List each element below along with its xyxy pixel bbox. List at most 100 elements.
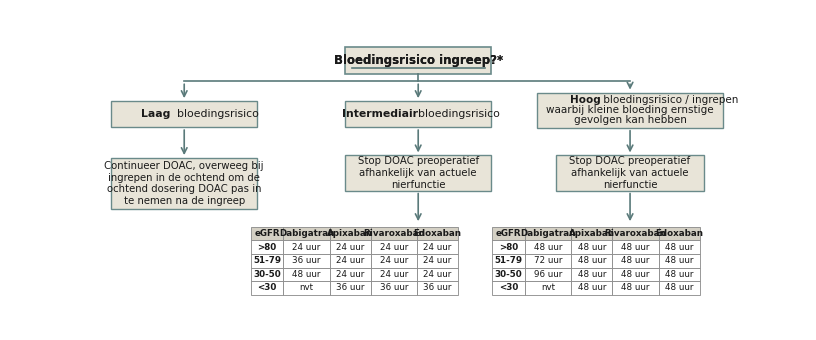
Bar — [612, 240, 659, 254]
Text: waarbij kleine bloeding ernstige: waarbij kleine bloeding ernstige — [546, 105, 714, 115]
Bar — [492, 281, 525, 295]
Text: 24 uur: 24 uur — [336, 256, 365, 265]
Text: 24 uur: 24 uur — [379, 256, 408, 265]
Text: Rivaroxaban: Rivaroxaban — [605, 229, 667, 238]
Text: Edoxaban: Edoxaban — [655, 229, 703, 238]
Bar — [330, 268, 370, 281]
Bar — [417, 281, 458, 295]
Bar — [283, 227, 330, 240]
Bar — [283, 254, 330, 268]
Text: Apixaban: Apixaban — [327, 229, 373, 238]
Bar — [370, 254, 417, 268]
Text: bloedingsrisico: bloedingsrisico — [418, 109, 500, 119]
Text: Stop DOAC preoperatief
afhankelijk van actuele
nierfunctie: Stop DOAC preoperatief afhankelijk van a… — [357, 156, 479, 190]
Text: <30: <30 — [257, 284, 277, 292]
Bar — [417, 254, 458, 268]
Text: bloedingsrisico / ingrepen: bloedingsrisico / ingrepen — [601, 95, 738, 105]
Text: Continueer DOAC, overweeg bij
ingrepen in de ochtend om de
ochtend dosering DOAC: Continueer DOAC, overweeg bij ingrepen i… — [104, 161, 264, 206]
Text: Apixaban: Apixaban — [569, 229, 614, 238]
Text: 48 uur: 48 uur — [621, 256, 650, 265]
Bar — [251, 281, 283, 295]
Bar — [492, 268, 525, 281]
Bar — [417, 240, 458, 254]
Bar — [251, 227, 283, 240]
Bar — [571, 281, 612, 295]
Text: Intermediair: Intermediair — [342, 109, 418, 119]
Bar — [659, 281, 699, 295]
FancyBboxPatch shape — [537, 92, 723, 128]
Bar — [659, 240, 699, 254]
Text: Dabigatran: Dabigatran — [521, 229, 576, 238]
FancyBboxPatch shape — [345, 155, 491, 191]
Text: 48 uur: 48 uur — [292, 270, 321, 279]
Text: 48 uur: 48 uur — [621, 284, 650, 292]
Bar — [492, 254, 525, 268]
Bar — [571, 240, 612, 254]
FancyBboxPatch shape — [345, 47, 491, 74]
Text: 48 uur: 48 uur — [578, 284, 606, 292]
Text: 48 uur: 48 uur — [578, 256, 606, 265]
Bar — [283, 281, 330, 295]
FancyBboxPatch shape — [112, 101, 257, 127]
Text: 48 uur: 48 uur — [578, 270, 606, 279]
Text: <30: <30 — [499, 284, 518, 292]
Text: nvt: nvt — [299, 284, 313, 292]
Text: 30-50: 30-50 — [494, 270, 522, 279]
Bar — [330, 227, 370, 240]
Bar — [612, 281, 659, 295]
Text: 36 uur: 36 uur — [292, 256, 321, 265]
Bar — [659, 268, 699, 281]
Text: 72 uur: 72 uur — [534, 256, 562, 265]
FancyBboxPatch shape — [345, 101, 491, 127]
Bar — [283, 268, 330, 281]
Text: 48 uur: 48 uur — [665, 256, 694, 265]
Bar — [330, 240, 370, 254]
Text: Rivaroxaban: Rivaroxaban — [363, 229, 424, 238]
Bar — [571, 227, 612, 240]
Text: 24 uur: 24 uur — [424, 256, 452, 265]
Bar — [330, 281, 370, 295]
Text: 24 uur: 24 uur — [292, 243, 321, 252]
Text: 30-50: 30-50 — [253, 270, 281, 279]
Text: 24 uur: 24 uur — [379, 243, 408, 252]
Bar — [251, 240, 283, 254]
Text: >80: >80 — [499, 243, 518, 252]
Bar — [417, 227, 458, 240]
Bar — [612, 227, 659, 240]
Text: Bloedingsrisico ingreep?*: Bloedingsrisico ingreep?* — [334, 54, 503, 67]
Bar — [492, 227, 525, 240]
Bar — [525, 227, 571, 240]
Text: Stop DOAC preoperatief
afhankelijk van actuele
nierfunctie: Stop DOAC preoperatief afhankelijk van a… — [570, 156, 690, 190]
FancyBboxPatch shape — [112, 158, 257, 209]
Text: 48 uur: 48 uur — [665, 270, 694, 279]
Bar — [370, 268, 417, 281]
Text: 51-79: 51-79 — [494, 256, 522, 265]
Text: 48 uur: 48 uur — [578, 243, 606, 252]
Text: 24 uur: 24 uur — [424, 270, 452, 279]
Bar — [492, 240, 525, 254]
Text: eGFR: eGFR — [255, 229, 280, 238]
Text: Hoog: Hoog — [570, 95, 601, 105]
Text: 36 uur: 36 uur — [424, 284, 452, 292]
Bar — [283, 240, 330, 254]
Text: 51-79: 51-79 — [253, 256, 281, 265]
Text: Laag: Laag — [141, 109, 171, 119]
Text: 36 uur: 36 uur — [379, 284, 408, 292]
Text: Bloedingsrisico ingreep?*: Bloedingsrisico ingreep?* — [334, 54, 503, 67]
Bar — [571, 268, 612, 281]
Bar — [370, 281, 417, 295]
Bar — [370, 240, 417, 254]
Text: 48 uur: 48 uur — [665, 284, 694, 292]
Bar — [525, 281, 571, 295]
Bar — [525, 254, 571, 268]
Text: 24 uur: 24 uur — [336, 243, 365, 252]
Text: 48 uur: 48 uur — [665, 243, 694, 252]
Bar — [251, 254, 283, 268]
Text: Edoxaban: Edoxaban — [414, 229, 462, 238]
Text: 24 uur: 24 uur — [379, 270, 408, 279]
Text: gevolgen kan hebben: gevolgen kan hebben — [574, 115, 686, 125]
Bar — [330, 254, 370, 268]
Text: 24 uur: 24 uur — [424, 243, 452, 252]
Bar — [525, 268, 571, 281]
Text: bloedingsrisico: bloedingsrisico — [171, 109, 259, 119]
